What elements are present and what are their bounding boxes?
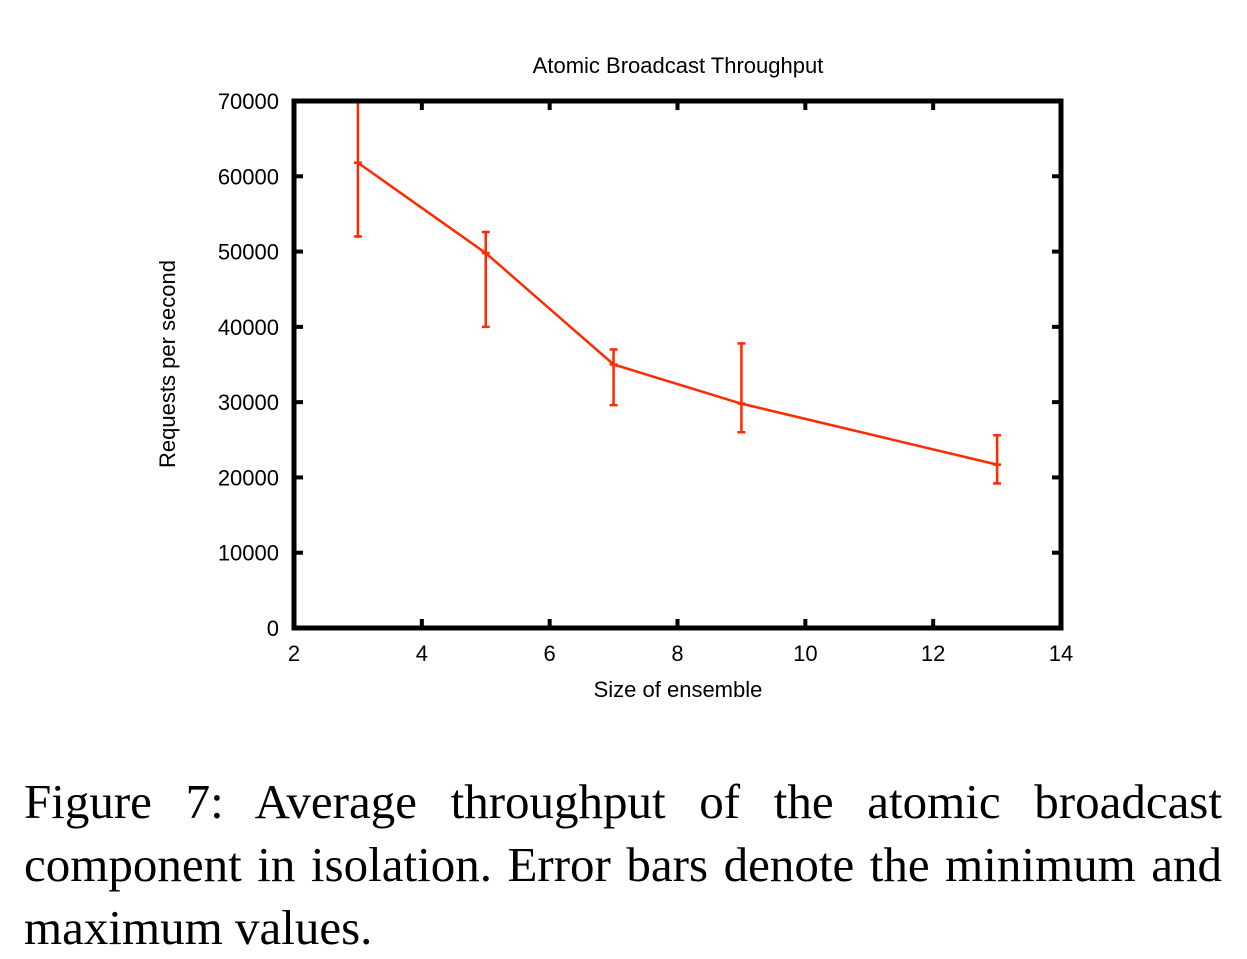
- y-axis-label: Requests per second: [155, 260, 180, 468]
- y-tick-label: 30000: [218, 390, 279, 415]
- y-tick-label: 20000: [218, 465, 279, 490]
- y-tick-label: 10000: [218, 541, 279, 566]
- y-tick-label: 60000: [218, 164, 279, 189]
- y-tick-label: 70000: [218, 89, 279, 114]
- y-tick-label: 0: [267, 616, 279, 641]
- y-tick-label: 40000: [218, 315, 279, 340]
- series-line: [357, 161, 998, 466]
- x-tick-label: 12: [921, 641, 945, 666]
- x-axis-label: Size of ensemble: [594, 677, 763, 702]
- x-tick-label: 10: [793, 641, 817, 666]
- series-layer: [353, 99, 1002, 485]
- x-tick-label: 2: [288, 641, 300, 666]
- plot-frame: [291, 98, 1064, 631]
- chart-title: Atomic Broadcast Throughput: [533, 53, 824, 78]
- axis-ticks: 2 4 6 8 10 12 14 0 10000 20000 30000 40000 50000 6000…: [218, 89, 1073, 666]
- y-tick-label: 50000: [218, 240, 279, 265]
- figure-caption: Figure 7: Average throughput of the atom…: [24, 774, 1222, 955]
- x-tick-label: 14: [1049, 641, 1073, 666]
- throughput-chart: Atomic Broadcast Throughput Requests per…: [155, 53, 1073, 702]
- x-tick-label: 4: [416, 641, 428, 666]
- x-tick-label: 8: [671, 641, 683, 666]
- x-tick-label: 6: [544, 641, 556, 666]
